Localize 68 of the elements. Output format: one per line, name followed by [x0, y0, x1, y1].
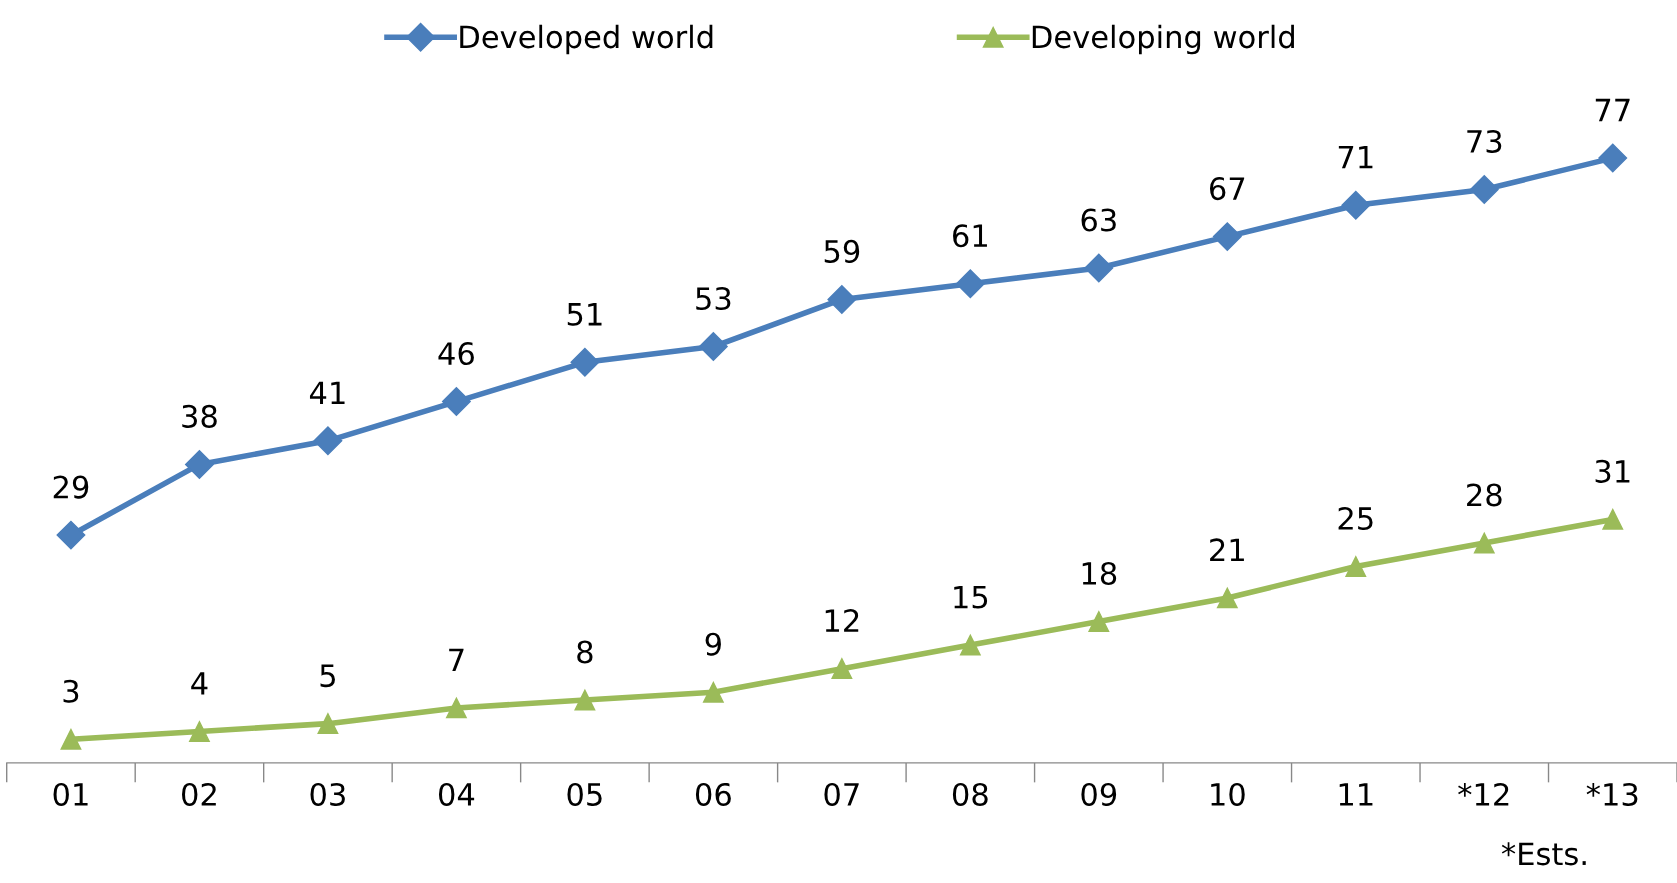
data-label: 7	[449, 648, 464, 672]
point	[60, 728, 82, 750]
point	[313, 426, 343, 456]
legend-label: Developed world	[460, 24, 713, 55]
x-tick-label: 05	[567, 782, 602, 807]
point	[317, 713, 339, 735]
x-tick-label: 04	[438, 782, 475, 807]
x-tick-label: 07	[824, 782, 859, 807]
point	[1084, 253, 1114, 283]
data-label: 4	[191, 672, 208, 695]
data-label: 8	[577, 640, 593, 664]
data-label: 21	[1210, 538, 1244, 562]
point	[1216, 587, 1238, 609]
data-label: 28	[1467, 483, 1502, 507]
data-label: 73	[1467, 129, 1502, 153]
point	[1212, 222, 1242, 252]
point	[441, 387, 471, 417]
x-tick-label: 08	[952, 782, 988, 807]
point	[702, 681, 724, 703]
data-label: 18	[1082, 561, 1117, 586]
data-label: 41	[309, 381, 345, 404]
point	[1341, 190, 1371, 220]
point	[1602, 508, 1624, 530]
data-label: 15	[954, 585, 988, 609]
point	[955, 269, 985, 299]
x-tick-label: 11	[1339, 783, 1373, 806]
data-label: 67	[1210, 177, 1245, 201]
x-tick-label: 06	[695, 782, 731, 807]
point	[189, 721, 210, 742]
point	[1345, 556, 1367, 577]
x-tick-label: 03	[310, 782, 345, 807]
point	[959, 634, 981, 656]
data-label: 3	[63, 679, 79, 703]
point	[1473, 532, 1495, 554]
data-label: 38	[182, 404, 217, 428]
point	[698, 332, 728, 362]
data-label: 5	[320, 664, 335, 688]
x-tick-label: 02	[182, 782, 216, 807]
point	[445, 697, 467, 719]
data-label: 71	[1338, 146, 1373, 169]
data-label: 51	[567, 303, 602, 326]
point	[1469, 175, 1499, 204]
data-label: 9	[705, 632, 721, 656]
data-label: 46	[438, 341, 474, 366]
text: *Ests.	[1501, 842, 1586, 866]
x-tick-label: 09	[1081, 782, 1117, 807]
x-tick-label: 10	[1211, 782, 1245, 807]
data-label: 59	[824, 239, 860, 263]
point	[1088, 611, 1110, 632]
point	[1598, 143, 1628, 173]
data-label: 31	[1595, 459, 1630, 483]
data-label: 12	[825, 609, 859, 632]
point	[570, 347, 600, 377]
point	[56, 520, 86, 550]
data-label: 25	[1338, 506, 1373, 531]
point	[184, 449, 214, 479]
data-label: 77	[1595, 98, 1630, 122]
x-tick-label: *12	[1458, 782, 1509, 806]
data-label: 63	[1081, 208, 1116, 232]
legend-label: Developing world	[1032, 24, 1294, 55]
data-label: 53	[696, 286, 731, 311]
data-label: 61	[953, 224, 987, 248]
x-tick-label: 01	[53, 782, 88, 807]
point	[831, 658, 853, 680]
x-tick-label: *13	[1586, 782, 1638, 807]
point	[827, 285, 857, 314]
point	[574, 689, 596, 711]
data-label: 29	[53, 475, 89, 499]
